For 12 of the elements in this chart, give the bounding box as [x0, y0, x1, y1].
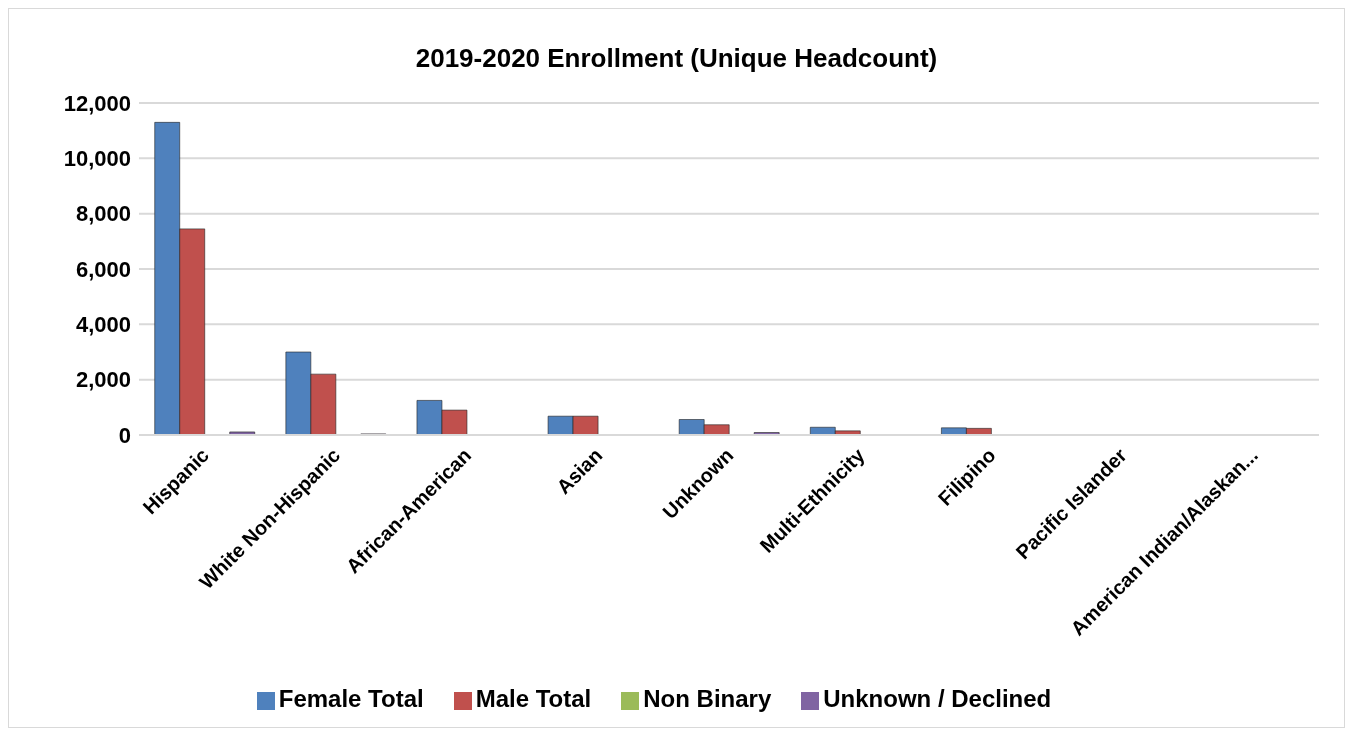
chart-title: 2019-2020 Enrollment (Unique Headcount) — [414, 42, 939, 75]
legend-label: Male Total — [475, 685, 592, 712]
y-tick-label: 2,000 — [75, 367, 131, 393]
y-tick-label: 8,000 — [75, 201, 131, 227]
y-tick-label: 6,000 — [75, 256, 131, 282]
y-tick-label: 0 — [118, 422, 131, 448]
y-tick-label: 10,000 — [63, 146, 131, 172]
y-tick-label: 4,000 — [75, 312, 131, 338]
legend-label: Non Binary — [643, 685, 772, 712]
y-tick-label: 12,000 — [63, 90, 131, 116]
legend-label: Unknown / Declined — [823, 685, 1052, 712]
legend-label: Female Total — [278, 685, 424, 712]
